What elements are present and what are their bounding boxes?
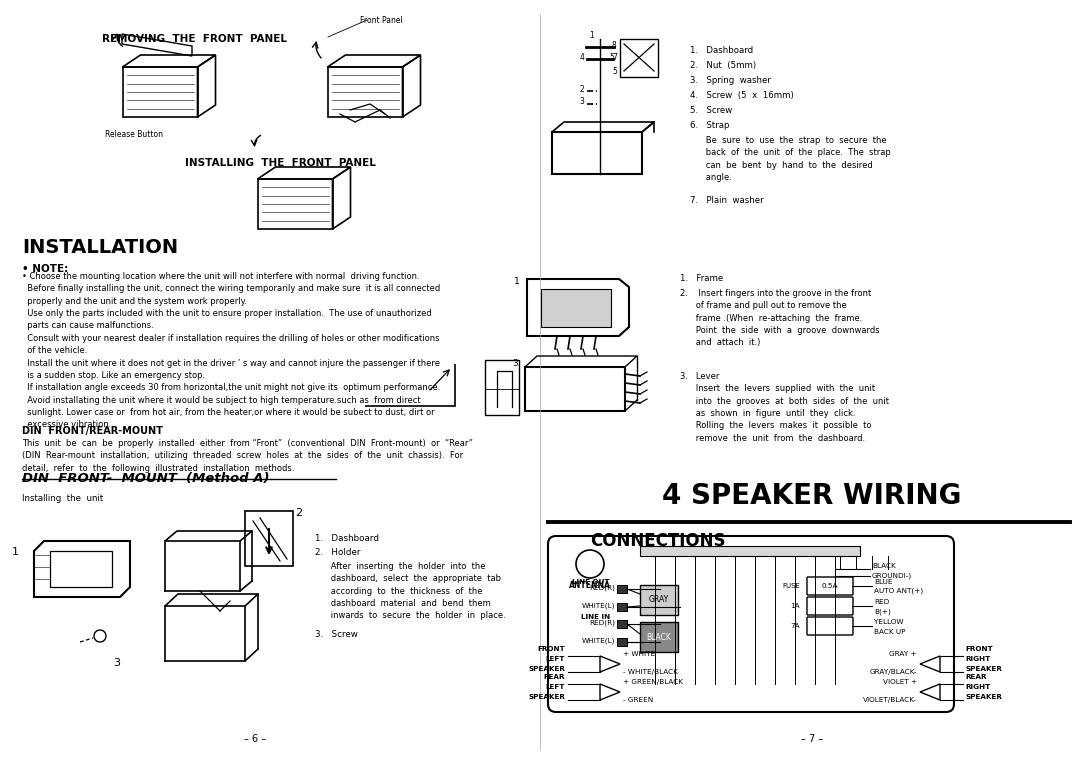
Text: – 7 –: – 7 – [801,734,823,744]
Text: • Choose the mounting location where the unit will not interfere with normal  dr: • Choose the mounting location where the… [22,272,441,429]
Text: FUSE: FUSE [782,583,800,589]
Text: BLACK: BLACK [872,563,895,569]
Text: 4: 4 [579,53,584,61]
Text: FRONT: FRONT [538,646,565,652]
Text: Front Panel: Front Panel [360,16,403,25]
Text: 1.   Dashboard: 1. Dashboard [315,534,379,543]
Text: BLUE: BLUE [874,579,892,585]
Text: 1: 1 [514,277,519,286]
Text: 4 SPEAKER WIRING: 4 SPEAKER WIRING [662,482,961,510]
Text: 1.   Dashboard: 1. Dashboard [690,46,753,55]
Text: 7A: 7A [791,623,800,629]
Text: 8: 8 [612,40,617,50]
Text: 0.5A: 0.5A [822,583,838,589]
Text: 1: 1 [590,31,594,40]
Text: RIGHT: RIGHT [966,684,990,690]
Text: INSTALLATION: INSTALLATION [22,238,178,257]
Text: GRAY: GRAY [649,595,670,604]
Text: Installing  the  unit: Installing the unit [22,494,104,503]
Bar [617,603,627,611]
Text: CONNECTIONS: CONNECTIONS [590,532,726,550]
Text: 5: 5 [609,53,615,61]
Text: – 6 –: – 6 – [244,734,266,744]
Text: RED: RED [874,599,889,605]
Text: GRAY/BLACK-: GRAY/BLACK- [869,669,917,675]
Text: SPEAKER: SPEAKER [528,666,565,672]
Text: - GREEN: - GREEN [623,697,653,703]
Text: VIOLET/BLACK-: VIOLET/BLACK- [863,697,917,703]
Text: REAR: REAR [966,674,986,680]
Text: RED(R): RED(R) [589,584,615,591]
Text: FRONT: FRONT [966,646,993,652]
Text: Release Button: Release Button [105,130,163,139]
Bar [617,638,627,646]
Text: DIN  FRONT/REAR-MOUNT: DIN FRONT/REAR-MOUNT [22,426,163,436]
Text: + WHITE: + WHITE [623,651,656,657]
Bar [541,289,611,327]
Text: BACK UP: BACK UP [874,629,905,635]
Text: 4.   Screw  (5  x  16mm): 4. Screw (5 x 16mm) [690,91,794,100]
Text: LINE OUT: LINE OUT [572,579,610,585]
Bar [552,132,642,174]
Text: 6.   Strap: 6. Strap [690,121,729,130]
FancyBboxPatch shape [548,536,954,712]
Text: 2.   Holder: 2. Holder [315,548,361,557]
Bar [245,511,293,566]
Text: After  inserting  the  holder  into  the
      dashboard,  select  the  appropri: After inserting the holder into the dash… [315,562,505,620]
Text: RIGHT: RIGHT [966,656,990,662]
Text: 1.   Frame: 1. Frame [680,274,724,283]
Text: This  unit  be  can  be  properly  installed  either  from “Front”  (conventiona: This unit be can be properly installed e… [22,439,473,473]
Bar [50,551,112,587]
Text: VIOLET +: VIOLET + [882,679,917,685]
Text: LEFT: LEFT [545,684,565,690]
Bar [617,585,627,593]
Bar [525,367,625,411]
Bar [640,622,678,652]
Text: LINE IN: LINE IN [581,614,610,620]
Text: 3.   Screw: 3. Screw [315,630,357,639]
Bar [640,546,860,556]
Text: 5: 5 [612,67,617,76]
Text: AUTO ANT(+): AUTO ANT(+) [874,588,923,594]
Text: ANTENNA: ANTENNA [569,581,611,590]
Bar [640,585,678,615]
Text: 2: 2 [295,508,302,518]
Text: GROUNDI-): GROUNDI-) [872,573,913,579]
Text: DIN  FRONT-  MOUNT  (Method A): DIN FRONT- MOUNT (Method A) [22,472,270,485]
Text: • NOTE:: • NOTE: [22,264,68,274]
Text: BLACK: BLACK [647,633,672,642]
Text: 7.   Plain  washer: 7. Plain washer [690,196,764,205]
Bar [617,620,627,628]
Text: 2.    Insert fingers into the groove in the front
      of frame and pull out to: 2. Insert fingers into the groove in the… [680,289,879,348]
Text: 3: 3 [113,658,120,668]
Text: 3.   Spring  washer: 3. Spring washer [690,76,771,85]
Text: REMOVING  THE  FRONT  PANEL: REMOVING THE FRONT PANEL [103,34,287,44]
Text: Be  sure  to  use  the  strap  to  secure  the
      back  of  the  unit  of  th: Be sure to use the strap to secure the b… [690,136,891,182]
Text: 1: 1 [12,547,19,557]
Text: SPEAKER: SPEAKER [966,666,1002,672]
Text: WHITE(L): WHITE(L) [582,638,615,644]
Text: 3.   Lever
      Insert  the  levers  supplied  with  the  unit
      into  the : 3. Lever Insert the levers supplied with… [680,372,889,443]
Text: REAR: REAR [543,674,565,680]
Text: + GREEN/BLACK: + GREEN/BLACK [623,679,683,685]
Text: INSTALLING  THE  FRONT  PANEL: INSTALLING THE FRONT PANEL [185,158,376,168]
Text: LEFT: LEFT [545,656,565,662]
Bar [485,360,519,415]
Text: WHITE(L): WHITE(L) [582,603,615,609]
Text: 3: 3 [579,98,584,106]
Text: - WHITE/BLACK: - WHITE/BLACK [623,669,678,675]
Text: 3: 3 [512,360,518,368]
Text: 5.   Screw: 5. Screw [690,106,732,115]
Text: YELLOW: YELLOW [874,619,904,625]
Text: RED(R): RED(R) [589,620,615,626]
Text: 1A: 1A [791,603,800,609]
Text: 2.   Nut  (5mm): 2. Nut (5mm) [690,61,756,70]
Text: 7: 7 [612,53,617,61]
Text: SPEAKER: SPEAKER [966,694,1002,700]
Text: B(+): B(+) [874,609,891,615]
Text: 2: 2 [579,85,584,93]
Bar [620,39,658,77]
Text: SPEAKER: SPEAKER [528,694,565,700]
Text: GRAY +: GRAY + [889,651,917,657]
